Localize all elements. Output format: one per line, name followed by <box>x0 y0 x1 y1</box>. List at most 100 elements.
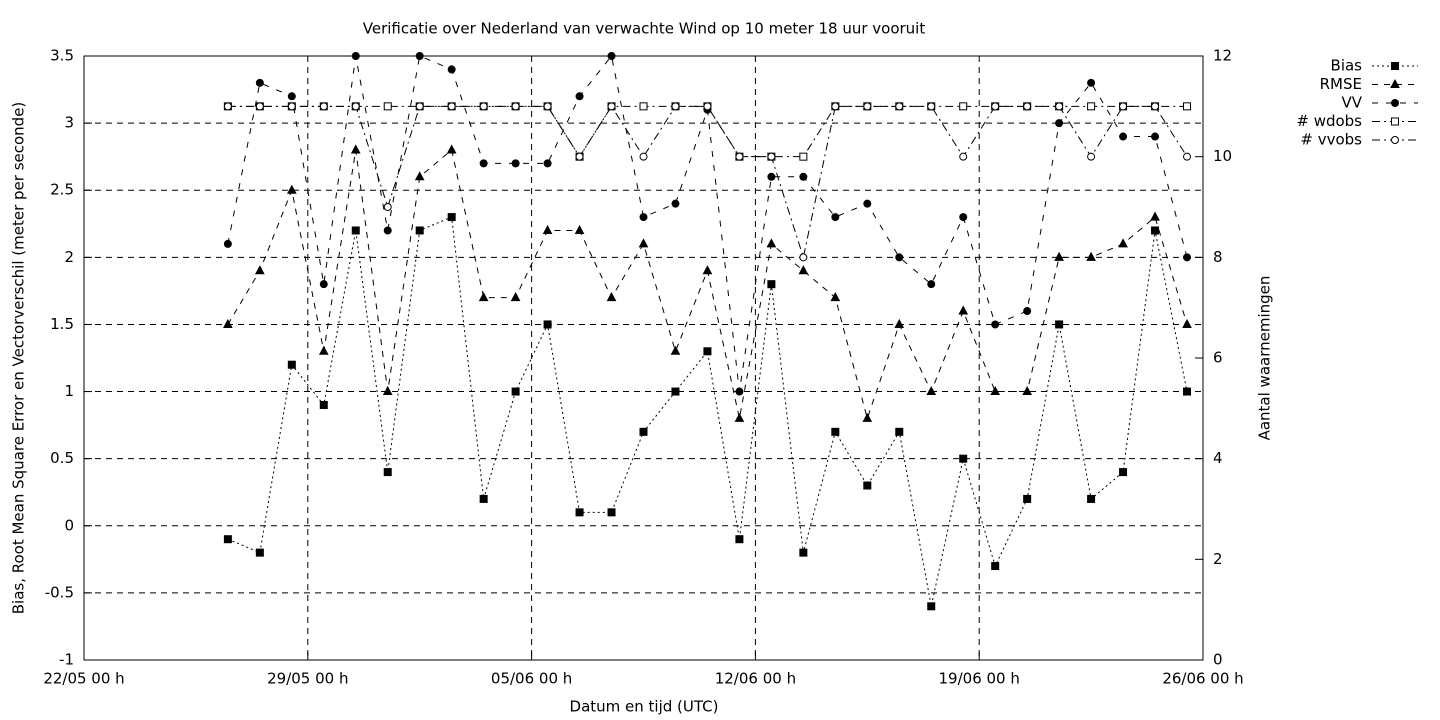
y2-tick-label: 2 <box>1213 550 1223 568</box>
marker <box>959 213 968 222</box>
marker <box>1151 132 1160 141</box>
marker <box>639 213 648 222</box>
marker <box>383 226 392 235</box>
y-tick-label: -0.5 <box>45 583 74 601</box>
y2-tick-label: 0 <box>1213 651 1223 669</box>
y-axis-label: Bias, Root Mean Square Error en Vectorve… <box>10 102 28 615</box>
marker <box>959 152 968 161</box>
marker <box>415 52 424 60</box>
marker <box>255 548 264 557</box>
marker <box>958 305 969 315</box>
marker <box>894 318 905 328</box>
y2-axis-label: Aantal waarnemingen <box>1256 276 1274 441</box>
marker <box>286 184 297 194</box>
marker <box>351 226 360 235</box>
marker <box>766 238 777 248</box>
marker <box>1023 494 1032 503</box>
plot-border <box>83 55 1204 661</box>
marker <box>223 318 233 328</box>
marker <box>318 345 329 355</box>
marker <box>319 102 328 111</box>
marker <box>703 347 712 356</box>
marker <box>767 172 776 181</box>
marker <box>927 602 936 611</box>
marker <box>1087 102 1096 111</box>
marker <box>799 253 808 262</box>
marker <box>479 102 488 111</box>
marker <box>927 102 936 111</box>
marker <box>1055 119 1064 128</box>
marker <box>926 385 937 396</box>
marker <box>990 385 1001 396</box>
marker <box>351 102 360 111</box>
marker <box>415 226 424 235</box>
marker <box>1183 102 1192 111</box>
marker <box>479 494 488 503</box>
marker <box>575 92 584 101</box>
marker <box>895 102 904 111</box>
legend-marker <box>1390 78 1400 88</box>
marker <box>1055 102 1064 111</box>
marker <box>799 152 808 161</box>
x-tick-label: 26/06 00 h <box>1162 670 1243 688</box>
marker <box>350 144 361 154</box>
marker <box>735 387 744 396</box>
marker <box>1055 320 1064 329</box>
marker <box>223 239 232 248</box>
marker <box>1183 253 1192 262</box>
marker <box>351 52 360 60</box>
marker <box>542 224 553 234</box>
y-tick-label: 2 <box>64 248 74 266</box>
marker <box>798 265 809 275</box>
marker <box>606 292 617 302</box>
marker <box>1119 468 1128 477</box>
marker <box>383 468 392 477</box>
marker <box>831 102 840 111</box>
marker <box>1183 387 1192 396</box>
marker <box>287 102 296 111</box>
marker <box>638 238 649 248</box>
marker <box>446 144 457 154</box>
marker <box>670 345 681 355</box>
marker <box>415 102 424 111</box>
y2-tick-label: 10 <box>1213 147 1232 165</box>
marker <box>287 360 296 369</box>
marker <box>1119 132 1128 141</box>
marker <box>959 454 968 463</box>
marker <box>223 535 232 544</box>
marker <box>511 387 520 396</box>
marker <box>1054 251 1064 261</box>
y-tick-label: -1 <box>59 651 74 669</box>
marker <box>319 400 328 409</box>
marker <box>831 213 840 222</box>
marker <box>382 385 393 396</box>
y-tick-label: 3 <box>64 114 74 132</box>
marker <box>639 152 648 161</box>
marker <box>447 213 456 222</box>
y-tick-label: 2.5 <box>50 181 74 199</box>
marker <box>799 548 808 557</box>
y2-tick-label: 12 <box>1213 47 1232 65</box>
marker <box>831 427 840 436</box>
y2-tick-label: 8 <box>1213 248 1223 266</box>
marker <box>959 102 968 111</box>
marker <box>639 427 648 436</box>
marker <box>830 292 841 302</box>
y2-tick-label: 4 <box>1213 449 1223 467</box>
marker <box>543 102 552 111</box>
legend-label: # wdobs <box>1296 112 1362 130</box>
marker <box>1023 102 1032 111</box>
marker <box>862 412 873 422</box>
legend-label: VV <box>1341 94 1362 112</box>
marker <box>767 280 776 289</box>
marker <box>703 102 712 111</box>
marker <box>1151 102 1160 111</box>
marker <box>734 412 745 422</box>
marker <box>1023 307 1032 316</box>
marker <box>991 102 1000 111</box>
legend-label: Bias <box>1331 57 1363 75</box>
marker <box>671 387 680 396</box>
marker <box>287 92 296 101</box>
marker <box>991 562 1000 571</box>
